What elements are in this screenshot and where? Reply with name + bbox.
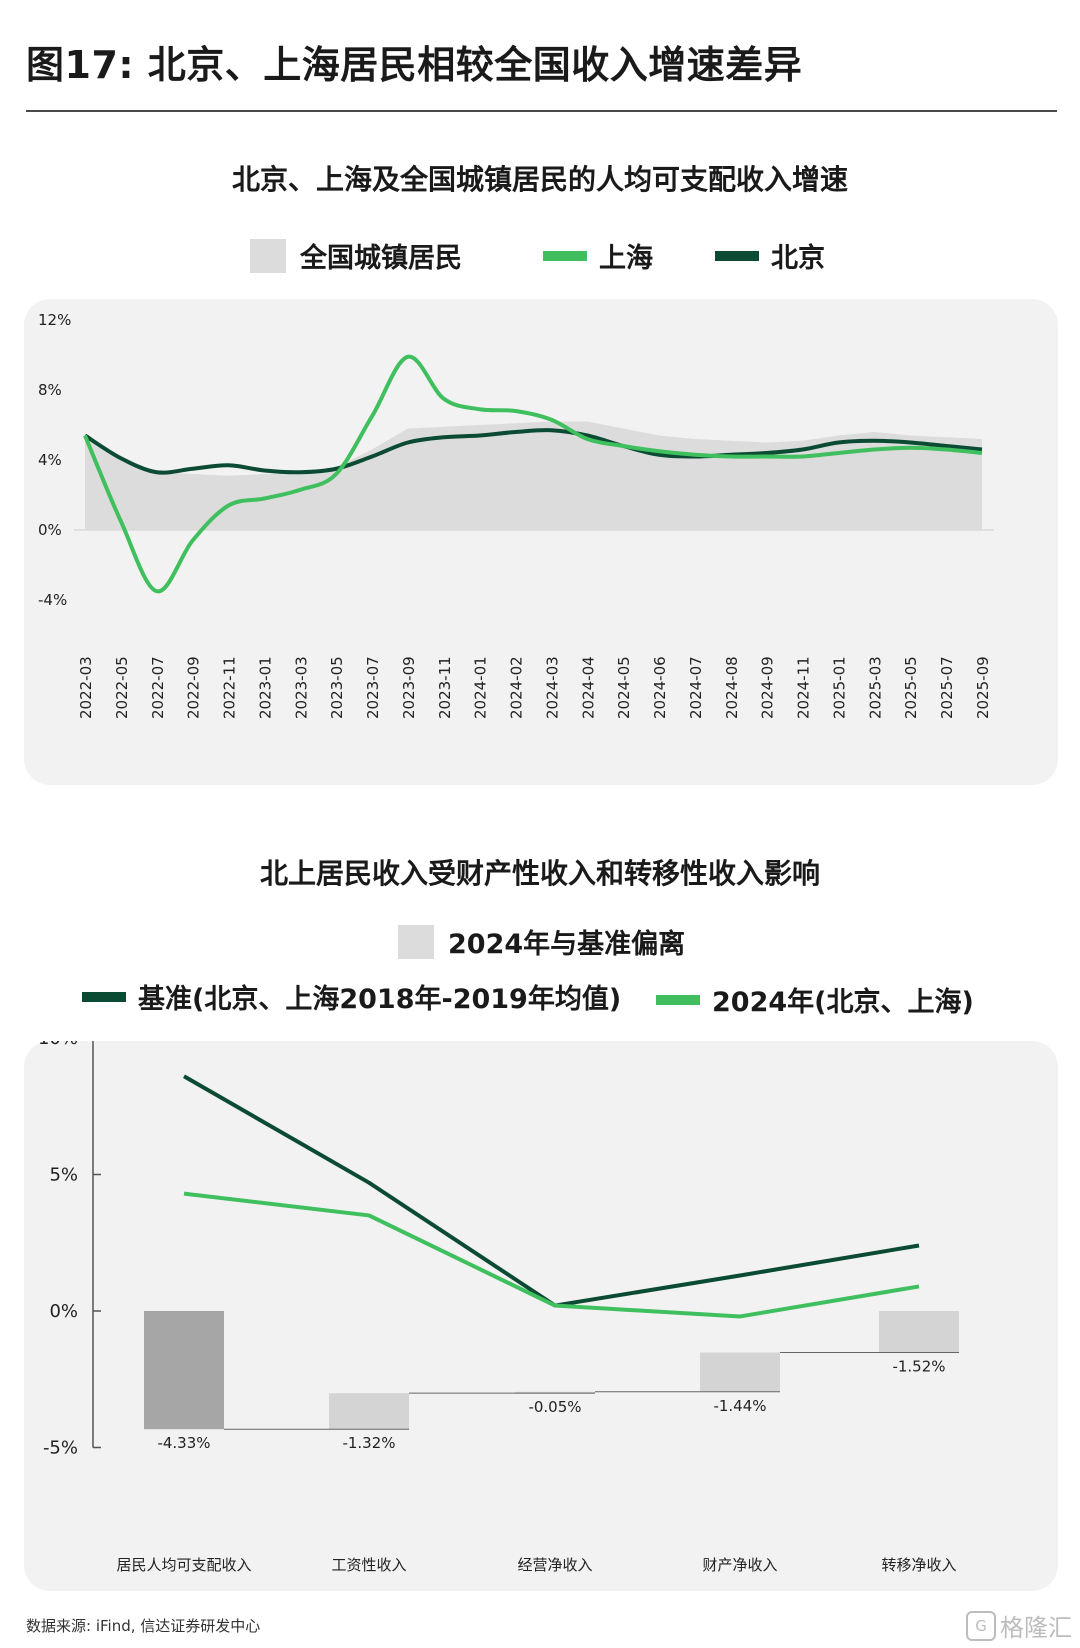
chart1-x-tick: 2023-11 bbox=[436, 656, 454, 719]
figure-title: 图17: 北京、上海居民相较全国收入增速差异 bbox=[26, 43, 803, 87]
chart1-x-tick: 2024-03 bbox=[543, 656, 561, 719]
legend-label-beijing: 北京 bbox=[771, 243, 825, 274]
chart2-y-tick: 10% bbox=[38, 1041, 78, 1049]
chart1-x-tick: 2024-02 bbox=[508, 656, 526, 719]
chart1-y-tick: 8% bbox=[38, 381, 62, 399]
chart1-x-tick: 2022-11 bbox=[221, 656, 239, 719]
chart1-x-tick: 2024-08 bbox=[723, 656, 741, 719]
watermark: G 格隆汇 bbox=[966, 1608, 1072, 1643]
legend-label-deviation: 2024年与基准偏离 bbox=[448, 929, 686, 960]
deviation-label: -1.32% bbox=[342, 1434, 395, 1452]
legend-swatch-deviation bbox=[398, 924, 434, 959]
chart1-x-tick: 2024-06 bbox=[651, 656, 669, 719]
deviation-label: -1.52% bbox=[892, 1357, 945, 1375]
legend-label-baseline: 基准(北京、上海2018年-2019年均值) bbox=[138, 984, 622, 1015]
chart2-panel: 10% 5% 0% -5% -4.33% -1.32% -0.05% -1.44% -1.52%… bbox=[24, 1041, 1058, 1591]
chart1-panel: 12% 8% 4% 0% -4% 2022-03 2022-05 2022-07 2022-09… bbox=[24, 299, 1058, 785]
chart2-y-tick: 5% bbox=[49, 1165, 78, 1186]
chart2-legend-baseline: 基准(北京、上海2018年-2019年均值) bbox=[82, 977, 621, 1016]
chart1-x-tick: 2025-03 bbox=[866, 656, 884, 719]
series-line-2024 bbox=[183, 1191, 920, 1319]
chart2-y-tick: 0% bbox=[49, 1301, 78, 1322]
source-note: 数据来源: iFind, 信达证券研发中心 bbox=[26, 1617, 261, 1635]
chart1-y-tick: 4% bbox=[38, 451, 62, 469]
chart1-x-tick: 2025-05 bbox=[902, 656, 920, 719]
chart1-x-tick: 2025-07 bbox=[938, 656, 956, 719]
chart2-category-label: 经营净收入 bbox=[517, 1556, 592, 1574]
title-rule bbox=[26, 110, 1057, 112]
deviation-label: -0.05% bbox=[528, 1398, 581, 1416]
series-line-baseline bbox=[183, 1074, 920, 1308]
chart1-x-tick: 2025-01 bbox=[830, 656, 848, 719]
chart1-x-tick: 2024-05 bbox=[615, 656, 633, 719]
watermark-logo-icon: G bbox=[966, 1610, 996, 1641]
chart2-category-label: 转移净收入 bbox=[881, 1556, 956, 1574]
chart1-x-tick: 2023-05 bbox=[328, 656, 346, 719]
chart2-category-label: 居民人均可支配收入 bbox=[116, 1556, 251, 1574]
deviation-label: -4.33% bbox=[157, 1434, 210, 1452]
legend-label-2024: 2024年(北京、上海) bbox=[712, 987, 974, 1018]
series-area-national bbox=[85, 421, 982, 530]
legend-label-national: 全国城镇居民 bbox=[300, 243, 462, 274]
chart1-y-tick: 0% bbox=[38, 521, 62, 539]
chart2-svg: 10% 5% 0% -5% -4.33% -1.32% -0.05% -1.44% -1.52%… bbox=[38, 1041, 959, 1574]
chart1-x-tick: 2024-01 bbox=[472, 656, 490, 719]
chart1-x-tick: 2022-05 bbox=[113, 656, 131, 719]
chart2-title: 北上居民收入受财产性收入和转移性收入影响 bbox=[259, 857, 820, 890]
chart1-x-tick: 2023-07 bbox=[364, 656, 382, 719]
legend-label-shanghai: 上海 bbox=[599, 243, 653, 274]
series-line-shanghai bbox=[83, 354, 983, 594]
chart1-y-tick: 12% bbox=[38, 311, 71, 329]
deviation-bar bbox=[879, 1311, 959, 1353]
chart2-y-tick: -5% bbox=[43, 1438, 78, 1459]
deviation-bar bbox=[144, 1311, 224, 1430]
chart2-legend-2024: 2024年(北京、上海) bbox=[656, 980, 974, 1019]
chart1-x-tick: 2023-03 bbox=[292, 656, 310, 719]
chart1-x-tick: 2025-09 bbox=[974, 656, 992, 719]
legend-swatch-national bbox=[250, 238, 286, 273]
chart1-x-tick: 2022-07 bbox=[149, 656, 167, 719]
chart1-x-tick: 2024-11 bbox=[795, 656, 813, 719]
chart1-x-tick: 2023-01 bbox=[256, 656, 274, 719]
chart1-x-tick: 2022-09 bbox=[185, 656, 203, 719]
legend-swatch-beijing bbox=[715, 250, 759, 261]
legend-swatch-2024 bbox=[656, 994, 700, 1005]
deviation-bar bbox=[329, 1393, 409, 1430]
chart1-x-tick: 2024-09 bbox=[759, 656, 777, 719]
chart1-legend-beijing: 北京 bbox=[715, 236, 825, 275]
chart1-legend-shanghai: 上海 bbox=[543, 236, 653, 275]
chart1-y-tick: -4% bbox=[38, 591, 67, 609]
deviation-bar bbox=[700, 1352, 780, 1392]
chart1-svg: 12% 8% 4% 0% -4% 2022-03 2022-05 2022-07 2022-09… bbox=[38, 311, 994, 719]
chart2-category-label: 财产净收入 bbox=[702, 1556, 777, 1574]
chart1-title: 北京、上海及全国城镇居民的人均可支配收入增速 bbox=[231, 163, 848, 196]
chart2-category-label: 工资性收入 bbox=[331, 1556, 406, 1574]
watermark-text: 格隆汇 bbox=[1000, 1614, 1072, 1642]
chart1-legend-national: 全国城镇居民 bbox=[250, 236, 462, 275]
legend-swatch-shanghai bbox=[543, 250, 587, 261]
chart1-x-tick: 2022-03 bbox=[77, 656, 95, 719]
chart1-x-tick: 2023-09 bbox=[400, 656, 418, 719]
chart1-x-tick: 2024-07 bbox=[687, 656, 705, 719]
deviation-label: -1.44% bbox=[713, 1397, 766, 1415]
chart2-legend-deviation: 2024年与基准偏离 bbox=[398, 922, 685, 961]
series-line-beijing bbox=[83, 428, 983, 475]
legend-swatch-baseline bbox=[82, 991, 126, 1002]
chart1-x-tick: 2024-04 bbox=[579, 656, 597, 719]
